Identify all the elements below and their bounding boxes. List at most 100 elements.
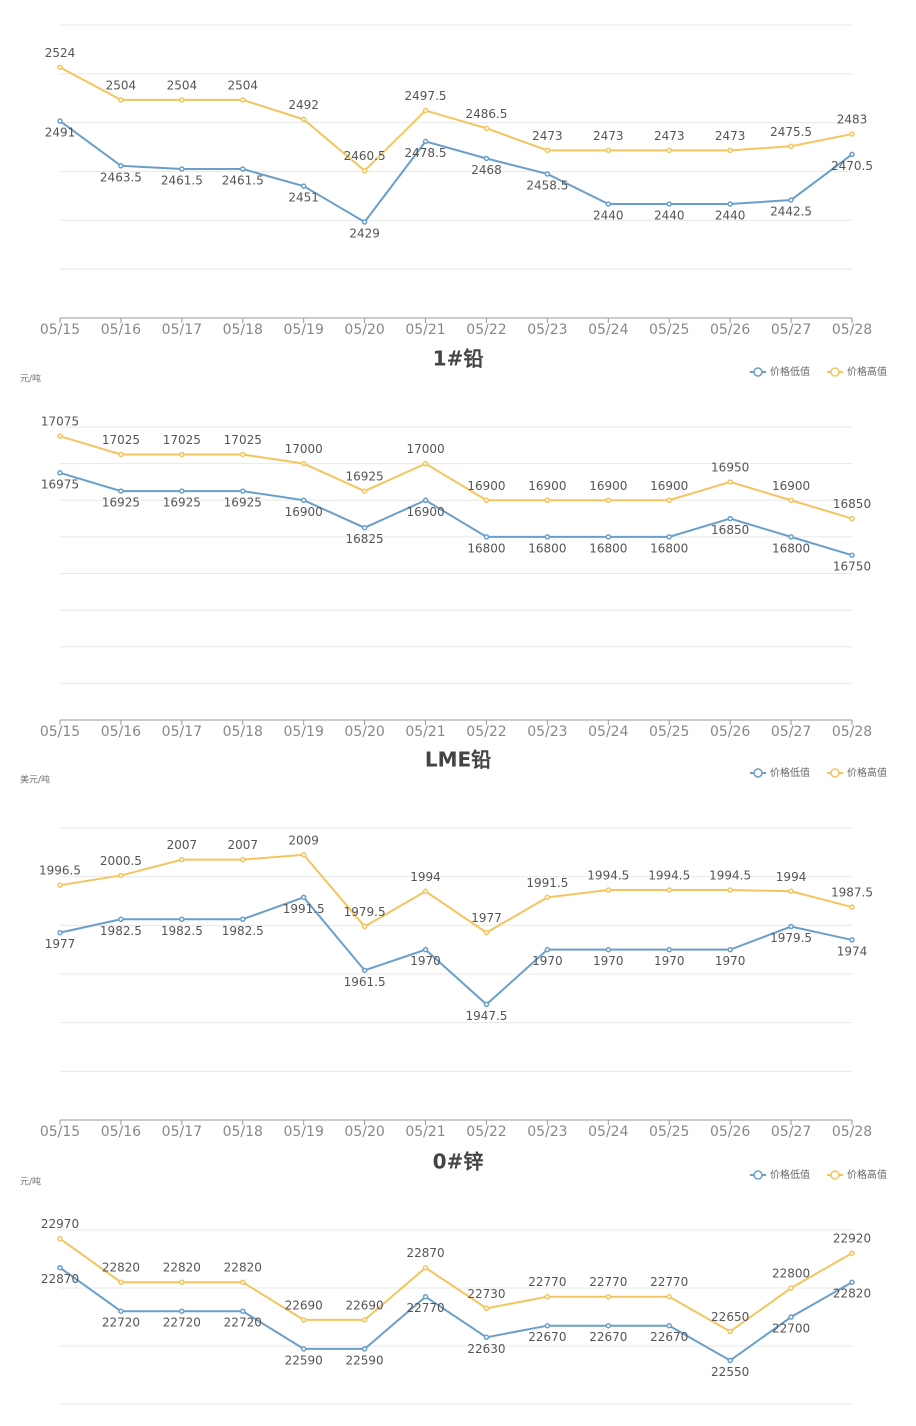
value-label: 22690 (285, 1298, 323, 1312)
point (849, 131, 855, 137)
point (179, 166, 185, 172)
point (666, 1293, 672, 1300)
value-label: 1970 (593, 954, 624, 968)
value-label: 16900 (772, 479, 810, 493)
point (361, 524, 368, 531)
y-unit: 美元/吨 (20, 774, 50, 786)
x-tick-label: 05/15 (40, 1124, 80, 1140)
x-tick-label: 05/19 (284, 322, 324, 338)
point (118, 97, 124, 103)
point (727, 1357, 733, 1364)
point (118, 916, 124, 922)
value-label: 16950 (711, 460, 749, 474)
x-tick-label: 05/17 (162, 724, 202, 740)
value-label: 22770 (650, 1275, 688, 1289)
point (240, 1279, 246, 1285)
value-label: 1987.5 (831, 886, 873, 900)
legend-marker (830, 1170, 840, 1180)
value-label: 2429 (349, 226, 380, 240)
value-label: 17000 (285, 442, 323, 456)
value-label: 2478.5 (405, 146, 447, 160)
value-label: 16975 (41, 477, 79, 491)
value-label: 17025 (224, 433, 262, 447)
point (179, 488, 185, 494)
value-label: 17025 (102, 433, 140, 447)
point (544, 1322, 551, 1329)
value-label: 2440 (593, 209, 624, 223)
value-label: 16800 (589, 541, 627, 555)
value-label: 17075 (41, 415, 79, 429)
point (605, 946, 612, 953)
value-label: 22720 (102, 1316, 140, 1330)
legend-marker (753, 1170, 763, 1180)
point (727, 1328, 733, 1335)
point (849, 552, 855, 558)
point (544, 1293, 551, 1300)
point (240, 97, 246, 103)
value-label: 1982.5 (100, 924, 142, 938)
point (240, 488, 246, 494)
point (118, 1308, 124, 1314)
value-label: 2504 (167, 78, 198, 92)
point (605, 887, 612, 893)
point (727, 946, 733, 953)
value-label: 2468 (471, 163, 502, 177)
value-label: 2492 (288, 98, 319, 112)
x-tick-label: 05/21 (405, 724, 445, 740)
value-label: 16925 (224, 496, 262, 510)
point (118, 163, 124, 169)
point (361, 167, 368, 174)
point (483, 497, 490, 503)
value-label: 2461.5 (222, 174, 264, 188)
value-label: 22630 (467, 1342, 505, 1356)
value-label: 2000.5 (100, 854, 142, 868)
point (179, 97, 185, 103)
series-line (59, 896, 853, 1006)
x-tick-label: 05/23 (527, 1124, 567, 1140)
value-label: 22590 (346, 1353, 384, 1367)
point (300, 460, 307, 467)
point (849, 1279, 855, 1285)
value-label: 2473 (532, 129, 563, 143)
x-tick-label: 05/20 (344, 322, 384, 338)
chart-title: 1#铅 (433, 347, 484, 371)
value-label: 16900 (589, 479, 627, 493)
x-tick-label: 05/19 (284, 1124, 324, 1140)
point (483, 125, 490, 132)
value-label: 2451 (288, 191, 319, 205)
x-tick-label: 05/23 (527, 724, 567, 740)
point (605, 497, 612, 503)
point (422, 1293, 429, 1300)
point (544, 894, 551, 901)
value-label: 1982.5 (222, 924, 264, 938)
value-label: 16800 (467, 541, 505, 555)
value-label: 1970 (410, 954, 441, 968)
point (300, 894, 307, 901)
value-label: 2473 (593, 129, 624, 143)
point (849, 1250, 855, 1256)
legend-label: 价格高值 (847, 1168, 887, 1181)
legend-marker (830, 367, 840, 377)
value-label: 22700 (772, 1322, 810, 1336)
value-label: 16925 (346, 470, 384, 484)
point (849, 904, 855, 910)
point (422, 107, 429, 114)
value-label: 2442.5 (770, 204, 812, 218)
x-tick-label: 05/24 (588, 1124, 628, 1140)
point (727, 147, 733, 154)
value-label: 1996.5 (39, 864, 81, 878)
legend-marker (830, 768, 840, 778)
point (240, 1308, 246, 1314)
x-tick-label: 05/18 (223, 322, 263, 338)
value-label: 2460.5 (344, 149, 386, 163)
point (57, 1264, 63, 1271)
value-label: 22920 (833, 1232, 871, 1246)
series-line (59, 120, 853, 224)
value-label: 22650 (711, 1310, 749, 1324)
value-label: 16900 (650, 479, 688, 493)
value-label: 16900 (467, 479, 505, 493)
point (666, 946, 672, 953)
chart-title: 0#锌 (433, 1150, 484, 1174)
value-label: 16850 (833, 497, 871, 511)
x-tick-label: 05/17 (162, 322, 202, 338)
